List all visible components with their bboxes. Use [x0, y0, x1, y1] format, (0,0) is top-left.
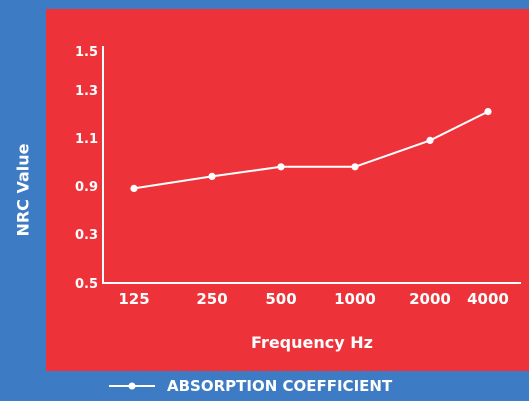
- x-tick-label: 250: [196, 290, 227, 308]
- series-group: [130, 108, 492, 192]
- y-tick-label: 0.5: [75, 277, 98, 292]
- data-point: [208, 172, 216, 180]
- plot-panel: [46, 9, 529, 371]
- y-tick-label: 1.5: [75, 45, 98, 60]
- data-point: [351, 163, 359, 171]
- x-tick-label: 125: [118, 290, 149, 308]
- y-tick-label: 0.9: [75, 180, 98, 195]
- legend: ABSORPTION COEFFICIENT: [107, 374, 392, 398]
- x-tick-label: 500: [265, 290, 296, 308]
- x-tick-labels: 125 250 500 1000 2000 4000: [118, 290, 509, 308]
- legend-line-marker-icon: [109, 382, 155, 390]
- axes: [102, 46, 521, 284]
- data-point: [277, 163, 285, 171]
- y-tick-labels: 1.5 1.3 1.1 0.9 0.3 0.5: [75, 45, 98, 292]
- y-tick-label: 1.1: [75, 132, 98, 147]
- x-tick-label: 4000: [467, 290, 509, 308]
- data-point: [426, 136, 434, 144]
- series-line: [133, 110, 489, 190]
- y-tick-label: 0.3: [75, 228, 98, 243]
- x-tick-label: 2000: [409, 290, 451, 308]
- x-axis-label: Frequency Hz: [251, 333, 373, 352]
- data-point: [130, 184, 138, 192]
- data-point: [484, 108, 492, 116]
- x-tick-label: 1000: [334, 290, 376, 308]
- y-tick-label: 1.3: [75, 84, 98, 99]
- legend-label-series: ABSORPTION COEFFICIENT: [167, 377, 393, 395]
